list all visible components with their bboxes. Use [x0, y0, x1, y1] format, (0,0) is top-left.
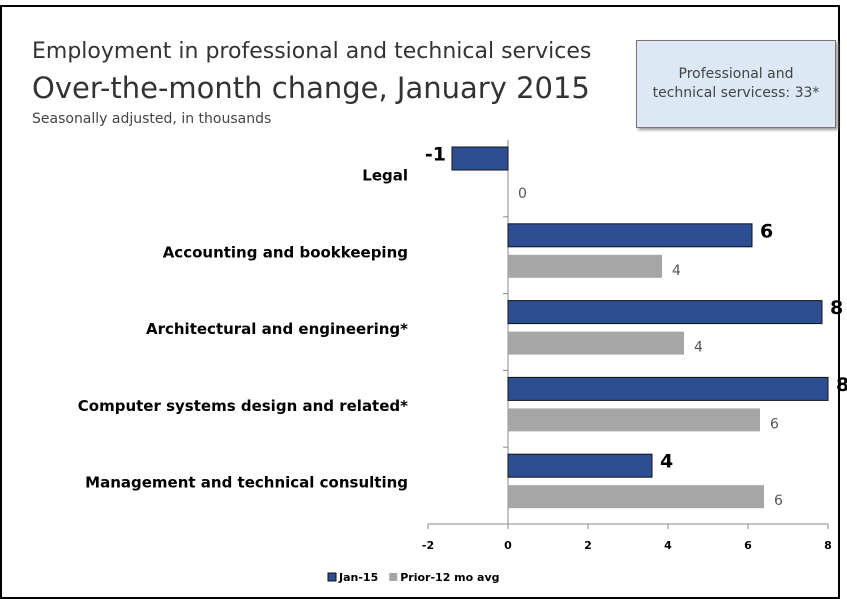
- value-label: -1: [425, 144, 446, 166]
- y-tick-label: Legal: [362, 167, 408, 185]
- x-tick-label: 0: [504, 539, 512, 552]
- value-label: 6: [760, 220, 773, 242]
- value-label: 4: [672, 263, 681, 279]
- bar: [507, 300, 823, 325]
- chart-subtitle: Over-the-month change, January 2015: [32, 71, 590, 105]
- value-label: 6: [774, 493, 783, 509]
- bar: [507, 376, 829, 401]
- bar: [507, 453, 653, 478]
- value-label: 0: [518, 186, 527, 202]
- value-label: 4: [694, 340, 703, 356]
- bar: [508, 485, 764, 509]
- value-label: 6: [770, 416, 779, 432]
- value-label: 4: [660, 451, 673, 473]
- frame: [0, 5, 840, 599]
- chart-note: Seasonally adjusted, in thousands: [32, 111, 271, 127]
- x-tick-label: 4: [664, 539, 672, 552]
- bar: [451, 146, 509, 171]
- y-tick-label: Computer systems design and related*: [78, 397, 408, 415]
- value-label: 8: [830, 297, 843, 319]
- annotation: Professional and technical servicess: 33…: [636, 40, 836, 128]
- value-label: 8: [836, 374, 847, 396]
- legend-label: Prior-12 mo avg: [400, 571, 499, 584]
- legend-swatch: [327, 572, 337, 582]
- y-tick-label: Management and technical consulting: [85, 474, 408, 492]
- x-tick-label: 6: [744, 539, 752, 552]
- bar: [508, 331, 684, 355]
- legend-label: Jan-15: [338, 571, 378, 584]
- x-tick-label: -2: [422, 539, 434, 552]
- bar: [507, 223, 753, 248]
- y-tick-label: Architectural and engineering*: [146, 320, 408, 338]
- x-tick-label: 8: [824, 539, 832, 552]
- legend-swatch: [389, 573, 398, 581]
- chart-title: Employment in professional and technical…: [32, 39, 591, 64]
- x-tick-label: 2: [584, 539, 592, 552]
- y-tick-label: Accounting and bookkeeping: [163, 243, 408, 261]
- bar: [508, 408, 760, 432]
- bar: [508, 254, 662, 278]
